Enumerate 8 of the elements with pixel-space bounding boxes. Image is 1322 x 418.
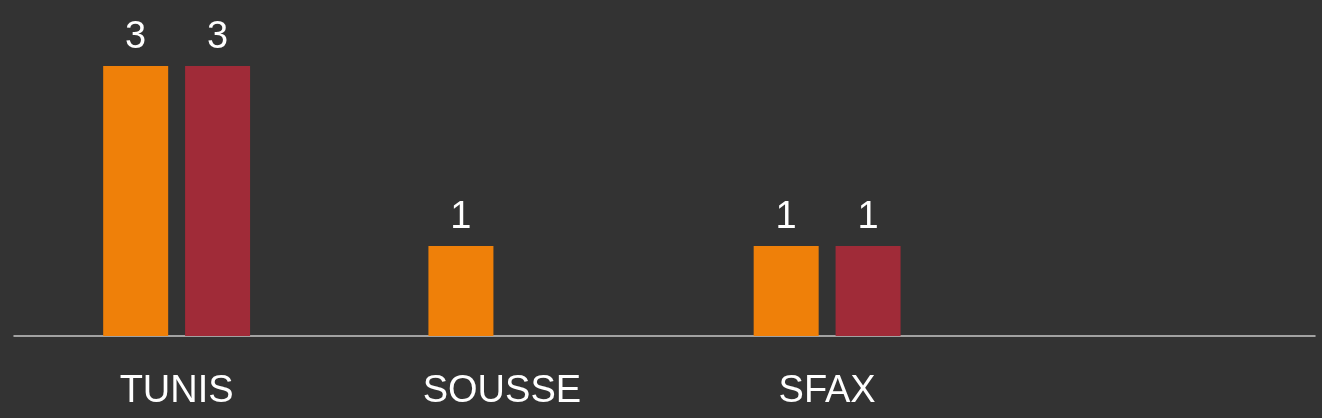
data-label: 1 <box>775 194 797 236</box>
x-tick-label: SOUSSE <box>422 368 582 410</box>
data-label: 1 <box>450 194 472 236</box>
data-label: 3 <box>207 14 229 56</box>
data-label: 3 <box>125 14 147 56</box>
x-tick-label: TUNIS <box>119 368 234 410</box>
x-tick-label: SFAX <box>778 368 876 410</box>
data-label: 1 <box>857 194 879 236</box>
